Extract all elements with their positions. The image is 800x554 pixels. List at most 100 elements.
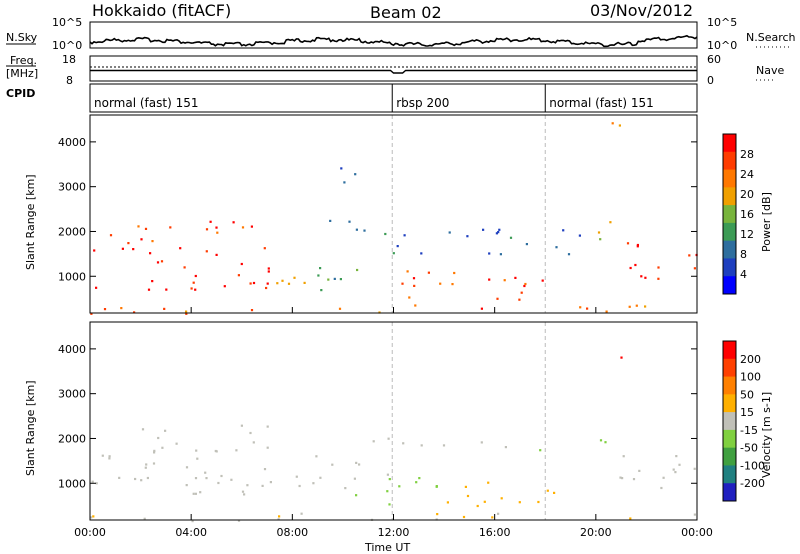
nsky-trace bbox=[89, 34, 698, 48]
data-cell bbox=[632, 478, 636, 481]
data-cell bbox=[295, 475, 298, 478]
colorbar-swatch bbox=[723, 187, 736, 206]
data-cell bbox=[662, 476, 665, 479]
data-cell bbox=[103, 308, 107, 311]
data-cell bbox=[205, 228, 209, 231]
data-cell bbox=[356, 268, 359, 272]
y-tick-label: 4000 bbox=[58, 136, 86, 149]
data-cell bbox=[214, 449, 217, 453]
colorbar-tick-label: -200 bbox=[740, 477, 765, 490]
freq-tick-bottom: 8 bbox=[66, 74, 73, 87]
data-cell bbox=[541, 279, 544, 282]
data-cell bbox=[300, 512, 303, 515]
data-cell bbox=[487, 481, 490, 484]
data-cell bbox=[518, 298, 521, 301]
colorbar-frame bbox=[722, 133, 737, 295]
data-cell bbox=[232, 221, 235, 224]
data-cell bbox=[427, 271, 430, 274]
data-cell bbox=[194, 274, 197, 278]
data-cell bbox=[153, 451, 156, 454]
data-cell bbox=[235, 449, 238, 452]
data-cell bbox=[621, 477, 624, 480]
data-cell bbox=[90, 516, 93, 519]
data-cell bbox=[518, 501, 521, 504]
x-tick-label: 00:00 bbox=[74, 526, 106, 539]
colorbar-swatch bbox=[723, 169, 736, 188]
data-cell bbox=[151, 240, 154, 243]
freq-label: Freq. bbox=[10, 54, 37, 67]
nsearch-tick-top: 10^5 bbox=[707, 16, 737, 29]
data-cell bbox=[388, 478, 391, 481]
data-cell bbox=[179, 247, 182, 250]
colorbar-swatch bbox=[723, 151, 736, 171]
colorbar-swatch bbox=[723, 134, 736, 153]
freq-trace bbox=[90, 69, 697, 74]
data-cell bbox=[415, 481, 418, 484]
data-cell bbox=[420, 444, 423, 447]
data-cell bbox=[626, 242, 630, 245]
data-cell bbox=[277, 518, 280, 521]
data-cell bbox=[145, 463, 148, 466]
data-cell bbox=[195, 449, 198, 452]
data-cell bbox=[267, 267, 270, 270]
data-cell bbox=[151, 280, 154, 283]
data-cell bbox=[108, 455, 111, 458]
data-cell bbox=[243, 493, 246, 496]
data-cell bbox=[499, 253, 502, 256]
data-cell bbox=[140, 238, 143, 241]
data-cell bbox=[622, 455, 625, 458]
data-cell bbox=[609, 221, 612, 224]
colorbar-tick-label: 28 bbox=[740, 148, 754, 161]
data-cell bbox=[674, 471, 677, 474]
nave-tick-top: 60 bbox=[707, 53, 721, 66]
data-cell bbox=[514, 276, 517, 279]
data-cell bbox=[520, 291, 523, 294]
data-cell bbox=[495, 232, 498, 235]
data-cell bbox=[109, 234, 113, 237]
freq-tick-top: 18 bbox=[62, 53, 76, 66]
data-cell bbox=[133, 311, 136, 314]
colorbar-swatch bbox=[723, 447, 736, 466]
data-cell bbox=[348, 220, 351, 223]
data-cell bbox=[127, 242, 130, 245]
power-yticks: 1000 2000 3000 4000 bbox=[58, 136, 697, 283]
power-panel: 1000 2000 3000 4000 Slant Range [km] 28 24 20… bbox=[24, 114, 773, 315]
data-cell bbox=[435, 485, 438, 488]
colorbar-tick-label: 50 bbox=[740, 388, 754, 401]
data-cell bbox=[401, 282, 404, 285]
colorbar-swatch bbox=[723, 429, 736, 449]
data-cell bbox=[392, 252, 395, 255]
data-cell bbox=[157, 436, 160, 440]
data-cell bbox=[605, 310, 608, 313]
data-cell bbox=[312, 482, 315, 485]
data-cell bbox=[635, 304, 638, 307]
data-cell bbox=[629, 266, 632, 270]
power-frame bbox=[89, 114, 698, 314]
date-title: 03/Nov/2012 bbox=[590, 1, 693, 20]
data-cell bbox=[185, 466, 189, 469]
data-cell bbox=[537, 500, 540, 504]
data-cell bbox=[386, 473, 389, 476]
data-cell bbox=[418, 477, 421, 480]
data-cell bbox=[466, 235, 469, 238]
data-cell bbox=[185, 312, 188, 315]
nsky-frame bbox=[89, 21, 698, 49]
velocity-cells bbox=[90, 322, 696, 523]
nsky-panel: N.Sky 10^5 10^0 10^5 10^0 N.Search bbox=[6, 16, 796, 52]
colorbar-swatch bbox=[723, 394, 736, 413]
data-cell bbox=[678, 463, 681, 466]
data-cell bbox=[215, 253, 218, 256]
data-cell bbox=[249, 282, 252, 285]
data-cell bbox=[500, 497, 503, 500]
data-cell bbox=[241, 226, 245, 229]
data-cell bbox=[640, 275, 643, 278]
data-cell bbox=[132, 248, 135, 251]
data-cell bbox=[237, 519, 241, 522]
data-cell bbox=[644, 276, 647, 279]
freq-frame bbox=[89, 55, 698, 82]
data-cell bbox=[140, 479, 143, 482]
data-cell bbox=[480, 441, 483, 444]
data-cell bbox=[165, 288, 168, 291]
data-cell bbox=[496, 297, 499, 300]
